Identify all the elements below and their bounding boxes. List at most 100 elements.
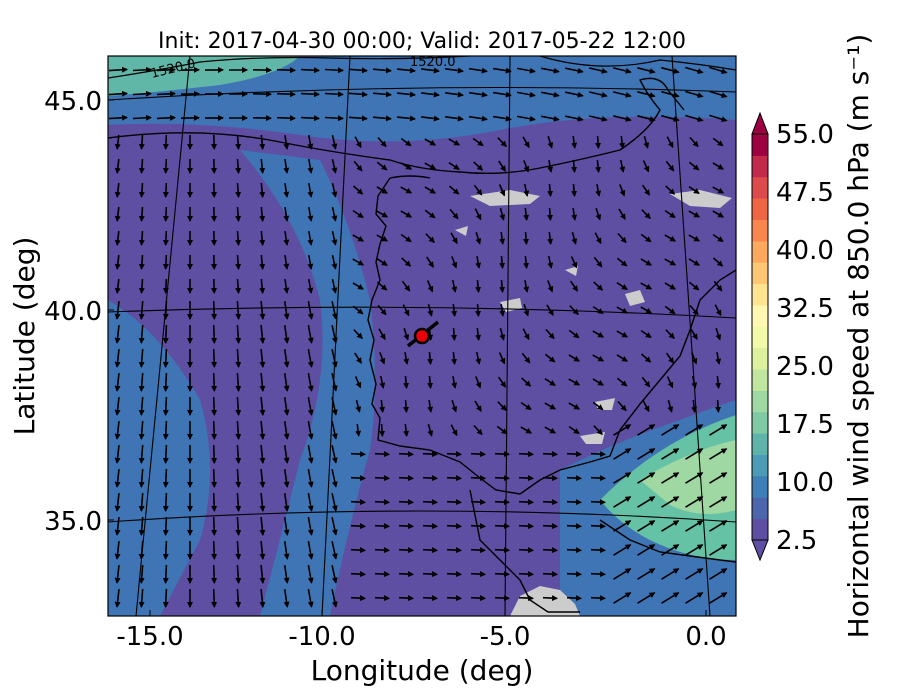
wind-vector (613, 592, 632, 604)
colorbar-band (752, 283, 768, 306)
wind-vector (446, 595, 462, 602)
colorbar-band (752, 475, 768, 498)
wind-vector (283, 588, 290, 608)
wind-vector (114, 349, 121, 368)
wind-vector (613, 448, 632, 460)
wind-vector (235, 254, 242, 270)
wind-vector (709, 448, 728, 460)
wind-vector (211, 444, 218, 464)
wind-vector (709, 544, 728, 556)
wind-vector (114, 301, 121, 320)
wind-vector (547, 183, 554, 197)
wind-vector (162, 372, 169, 392)
colorbar-band (752, 369, 768, 391)
wind-vector (211, 372, 218, 392)
wind-vector (400, 137, 412, 147)
wind-vector (398, 475, 414, 482)
wind-vector (523, 231, 530, 245)
wind-vector (114, 158, 121, 174)
wind-vector (637, 115, 656, 122)
wind-vector (661, 472, 680, 484)
wind-vector (376, 281, 388, 291)
wind-vector (595, 208, 602, 221)
wind-vector (162, 300, 169, 320)
wind-vector (499, 303, 506, 317)
wind-vector (566, 523, 582, 530)
wind-vector (518, 523, 534, 530)
wind-vector (666, 136, 674, 149)
wind-vector (331, 517, 338, 536)
wind-vector (400, 233, 412, 243)
wind-vector (497, 401, 507, 412)
wind-vector (401, 280, 411, 292)
wind-vector (422, 595, 438, 602)
wind-vector (640, 282, 653, 290)
wind-vector (712, 257, 724, 267)
wind-vector (259, 372, 266, 392)
wind-vector (307, 564, 314, 584)
wind-vector (259, 254, 266, 270)
wind-vector (402, 304, 410, 317)
wind-vector (544, 402, 557, 410)
graticule-lat-35 (108, 510, 736, 523)
wind-vector (352, 209, 364, 219)
wind-vector (619, 135, 626, 149)
wind-vector (162, 158, 169, 174)
wind-vector (568, 378, 581, 386)
wind-vector (138, 278, 145, 294)
wind-vector (661, 66, 680, 74)
wind-vector (637, 496, 656, 508)
wind-vector (331, 541, 338, 560)
wind-vector (138, 564, 145, 584)
wind-vector (398, 547, 414, 554)
wind-vector (374, 523, 390, 530)
wind-vector (475, 279, 482, 293)
wind-vector (474, 208, 482, 221)
wind-vector (451, 327, 458, 341)
wind-vector (350, 475, 366, 482)
wind-vector (616, 257, 628, 267)
wind-vector (331, 135, 338, 150)
wind-vector (468, 115, 488, 122)
wind-vector (544, 353, 556, 363)
wind-vector (451, 256, 458, 269)
wind-vector (307, 444, 314, 464)
wind-vector (523, 207, 530, 221)
colorbar-tick-label: 47.5 (776, 178, 834, 208)
wind-vector (211, 588, 218, 608)
wind-vector (640, 329, 652, 339)
wind-vector (712, 233, 724, 243)
wind-vector (516, 115, 536, 122)
colorbar-band (752, 347, 768, 370)
wind-vector (685, 544, 704, 556)
wind-vector (114, 373, 121, 392)
wind-vector (283, 300, 290, 320)
wind-vector (475, 376, 482, 389)
wind-vector (396, 115, 416, 122)
y-axis: 45.0 40.0 35.0 Latitude (deg) (8, 87, 114, 537)
wind-vector (114, 469, 121, 488)
wind-vector (470, 451, 486, 458)
wind-vector (235, 372, 242, 392)
wind-vector (688, 258, 700, 266)
wind-vector (132, 90, 152, 97)
wind-vector (685, 114, 704, 123)
wind-vector (619, 184, 626, 197)
wind-vector (235, 158, 242, 174)
wind-vector (715, 351, 722, 365)
wind-vector (637, 568, 656, 580)
wind-vector (211, 540, 218, 560)
wind-vector (451, 400, 458, 413)
wind-vector (114, 421, 121, 440)
wind-vector (307, 300, 314, 320)
wind-vector (235, 492, 242, 512)
wind-vector (421, 115, 440, 122)
wind-vector (470, 499, 486, 506)
colorbar-band (752, 411, 768, 434)
wind-vector (307, 516, 314, 536)
colorbar-band (752, 155, 768, 178)
wind-vector (592, 401, 604, 411)
wind-vector (589, 115, 608, 122)
wind-vector (568, 329, 580, 339)
contour-label-north: 1520.0 (410, 55, 456, 70)
